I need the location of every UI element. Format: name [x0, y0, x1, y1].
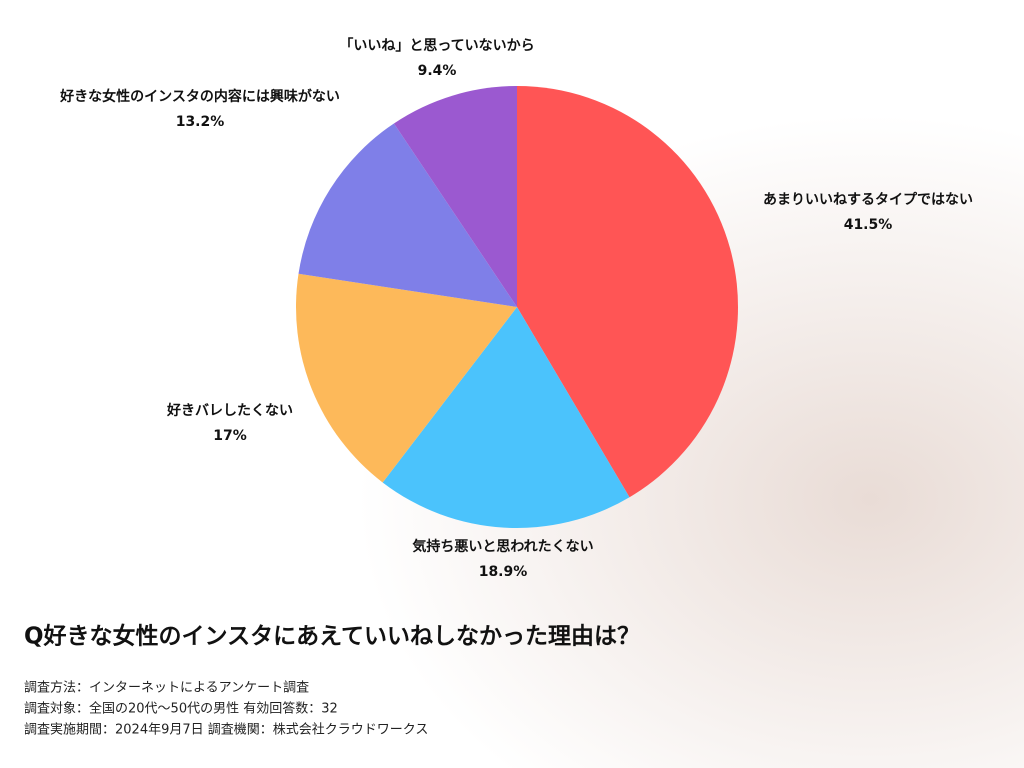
footnote: 調査実施期間：2024年9月7日 調査機関：株式会社クラウドワークス: [24, 722, 428, 738]
pie-slice: [296, 273, 517, 483]
pie-slice: [393, 86, 517, 307]
pie-slice: [382, 307, 630, 529]
slice-value-label: 41.5%: [844, 217, 893, 233]
pie-slice: [298, 123, 517, 307]
footnote: 調査対象：全国の20代～50代の男性 有効回答数：32: [24, 701, 338, 717]
slice-value-label: 13.2%: [176, 114, 225, 130]
slice-label: 気持ち悪いと思われたくない: [412, 538, 593, 555]
slice-value-label: 17%: [213, 428, 247, 444]
pie-slice: [517, 86, 739, 498]
slice-label: 「いいね」と思っていないから: [339, 37, 534, 54]
slice-value-label: 18.9%: [479, 564, 528, 580]
slice-value-label: 9.4%: [418, 63, 457, 79]
footnote: 調査方法：インターネットによるアンケート調査: [24, 680, 309, 696]
slice-label: 好きな女性のインスタの内容には興味がない: [59, 88, 340, 105]
slice-label: あまりいいねするタイプではない: [763, 192, 973, 208]
slice-label: 好きバレしたくない: [166, 402, 293, 419]
chart-title: Q好きな女性のインスタにあえていいねしなかった理由は？: [24, 623, 640, 650]
